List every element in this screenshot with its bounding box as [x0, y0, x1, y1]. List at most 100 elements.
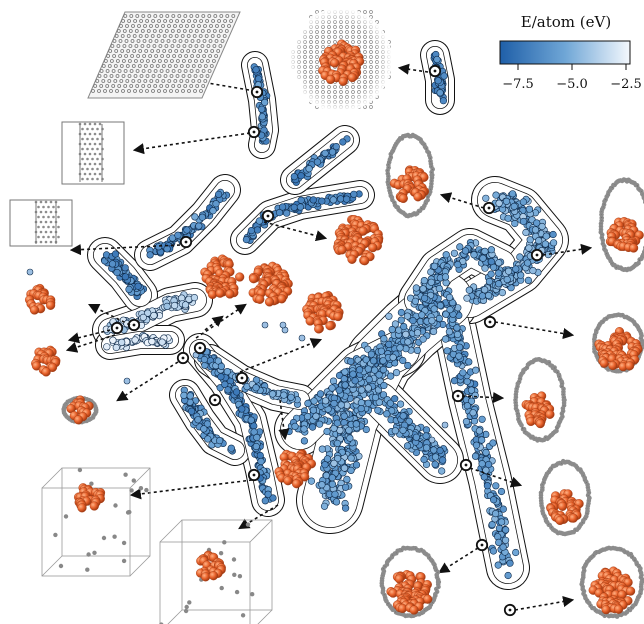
metal-cluster — [248, 261, 293, 307]
structure-point — [541, 240, 550, 248]
metal-cluster — [25, 283, 56, 315]
metal-atom — [545, 409, 555, 419]
metal-atom — [330, 58, 340, 68]
structure-point — [422, 426, 431, 434]
carbon-atom — [52, 225, 55, 229]
highlight-marker-center — [464, 463, 468, 467]
carbon-atom — [96, 177, 99, 181]
structure-point — [456, 243, 464, 251]
highlight-marker-center — [255, 90, 259, 94]
structure-point — [365, 375, 373, 384]
carbon-atom — [39, 210, 43, 214]
structure-point — [364, 399, 372, 407]
structure-point — [181, 301, 190, 309]
structure-point — [480, 473, 488, 481]
carbon-atom — [91, 167, 94, 171]
structure-point — [328, 474, 336, 482]
structure-point — [402, 345, 410, 353]
structure-point — [352, 461, 361, 469]
structure-point — [538, 222, 546, 231]
structure-point — [450, 377, 459, 385]
carbon-atom — [44, 210, 48, 214]
structure-point — [402, 330, 410, 339]
structure-point — [134, 282, 142, 290]
structure-point — [446, 306, 454, 314]
carbon-atom — [91, 127, 94, 131]
structure-point — [403, 442, 412, 450]
structure-point — [542, 232, 550, 240]
structure-point — [312, 412, 320, 420]
structure-point — [517, 271, 525, 279]
structure-point — [347, 466, 355, 475]
structure-point — [343, 195, 351, 203]
structure-point — [459, 369, 467, 377]
structure-point — [200, 355, 208, 364]
metal-atom — [347, 72, 357, 83]
structure-point — [233, 388, 241, 396]
structure-point — [443, 347, 451, 355]
carbon-atom — [561, 397, 567, 403]
latent-space-landscape — [26, 40, 569, 617]
structure-point — [340, 412, 348, 420]
structure-point — [238, 405, 246, 413]
structure-point — [374, 406, 382, 414]
structure-point — [436, 301, 445, 310]
structure-point — [481, 264, 489, 272]
structure-point — [112, 343, 120, 352]
highlight-marker-center — [456, 394, 460, 398]
carbon-atom — [83, 142, 87, 146]
highlight-marker-center — [252, 473, 256, 477]
carbon-atom — [83, 172, 87, 176]
structure-point — [450, 249, 459, 257]
carbon-atom — [88, 142, 92, 146]
metal-atom — [413, 192, 423, 202]
structure-point — [499, 543, 507, 551]
carbon-atom — [81, 167, 84, 171]
structure-point — [439, 456, 447, 464]
structure-point — [472, 441, 481, 449]
carbon-atom — [37, 225, 40, 229]
carbon-atom — [47, 225, 50, 229]
structure-point — [335, 386, 343, 394]
highlight-marker-center — [480, 543, 484, 547]
structure-point — [463, 294, 471, 302]
structure-point — [485, 277, 494, 286]
structure-point — [258, 105, 266, 113]
structure-point — [345, 426, 353, 434]
carbon-atom — [96, 137, 99, 141]
structure-point — [485, 291, 493, 300]
metal-cluster — [302, 291, 344, 334]
carbon-atom — [81, 157, 84, 161]
structure-point — [435, 285, 443, 293]
carbon-atom — [57, 225, 60, 229]
structure-point — [549, 239, 558, 247]
structure-point — [385, 340, 393, 349]
structure-point — [399, 356, 407, 365]
structure-point — [396, 344, 404, 352]
structure-point — [506, 559, 514, 567]
structure-point — [125, 285, 133, 294]
structure-point — [358, 386, 366, 394]
carbon-atom — [91, 177, 94, 181]
structure-point — [379, 357, 387, 365]
structure-point — [412, 284, 420, 292]
carbon-atom — [37, 205, 40, 209]
structure-point — [523, 259, 532, 267]
structure-point — [465, 358, 473, 366]
structure-point — [441, 273, 450, 281]
structure-point — [298, 334, 306, 342]
structure-point — [250, 422, 258, 430]
structure-point — [285, 427, 293, 436]
structure-point — [433, 55, 441, 64]
structure-point — [118, 338, 126, 347]
structure-point — [397, 400, 405, 408]
highlight-marker-center — [184, 240, 188, 244]
carbon-atom — [42, 235, 45, 239]
structure-point — [183, 226, 191, 234]
structure-point — [389, 353, 397, 362]
structure-point — [339, 138, 347, 146]
structure-point — [195, 222, 203, 230]
structure-point — [26, 268, 34, 276]
structure-point — [492, 509, 500, 518]
structure-point — [252, 442, 260, 451]
